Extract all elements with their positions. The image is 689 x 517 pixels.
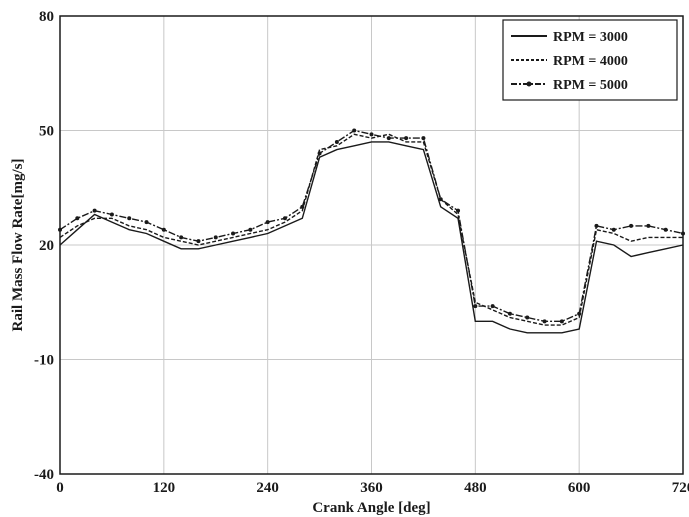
- series-point: [282, 216, 287, 221]
- series-point: [109, 212, 114, 217]
- series-point: [629, 223, 634, 228]
- legend-label: RPM = 4000: [553, 54, 628, 69]
- x-tick-label: 240: [256, 480, 279, 496]
- x-ticks: 0 120 240 360 480 600 720: [56, 480, 689, 496]
- series-point: [334, 139, 339, 144]
- series-point: [144, 220, 149, 225]
- series-point: [265, 220, 270, 225]
- series-point: [577, 311, 582, 316]
- y-axis-label: Rail Mass Flow Rate[mg/s]: [10, 159, 26, 332]
- x-tick-label: 120: [153, 480, 176, 496]
- series-point: [646, 223, 651, 228]
- y-tick-label: 80: [39, 9, 54, 25]
- series-point: [473, 304, 478, 309]
- series-point: [507, 311, 512, 316]
- y-tick-label: -40: [34, 467, 54, 483]
- series-point: [490, 304, 495, 309]
- series-point: [127, 216, 132, 221]
- y-tick-label: -10: [34, 353, 54, 369]
- series-line: [59, 141, 684, 334]
- series-point: [369, 132, 374, 137]
- x-tick-label: 360: [360, 480, 383, 496]
- series-point: [75, 216, 80, 221]
- legend-marker: [526, 81, 532, 87]
- y-tick-label: 50: [39, 124, 54, 140]
- series-point: [594, 223, 599, 228]
- plot-frame: [59, 15, 684, 475]
- x-tick-label: 0: [56, 480, 64, 496]
- series-point: [161, 227, 166, 232]
- series-line: [59, 133, 683, 326]
- series-point: [352, 128, 357, 133]
- y-tick-label: 20: [39, 238, 54, 254]
- series-point: [213, 235, 218, 240]
- legend: RPM = 3000 RPM = 4000 RPM = 5000: [502, 19, 678, 101]
- series-point: [317, 151, 322, 156]
- series-point: [525, 315, 530, 320]
- series-point: [542, 319, 547, 324]
- series-point: [386, 136, 391, 141]
- series-point: [92, 208, 97, 213]
- series-point: [404, 136, 409, 141]
- legend-label: RPM = 3000: [553, 30, 628, 45]
- series-point: [196, 239, 201, 244]
- series-point: [559, 319, 564, 324]
- series-point: [611, 227, 616, 232]
- x-tick-label: 480: [464, 480, 487, 496]
- series-point: [300, 204, 305, 209]
- series-point: [421, 136, 426, 141]
- y-ticks: -40 -10 20 50 80: [34, 9, 54, 483]
- series-point: [179, 235, 184, 240]
- series-point: [248, 227, 253, 232]
- series-point: [438, 197, 443, 202]
- series-point: [231, 231, 236, 236]
- x-tick-label: 720: [672, 480, 689, 496]
- series-point: [456, 208, 461, 213]
- legend-label: RPM = 5000: [553, 78, 628, 93]
- x-tick-label: 600: [568, 480, 591, 496]
- series-point: [663, 227, 668, 232]
- x-axis-label: Crank Angle [deg]: [312, 500, 430, 516]
